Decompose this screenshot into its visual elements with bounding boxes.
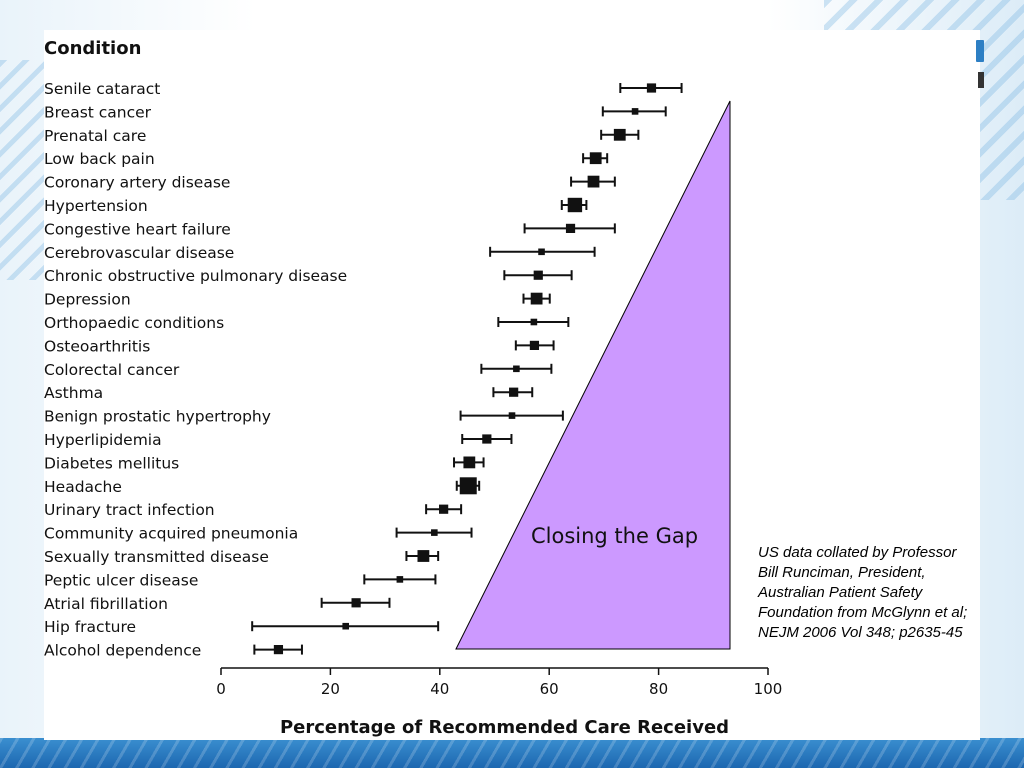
x-tick-label: 80 [649, 680, 668, 698]
estimate-marker [417, 550, 430, 562]
partial-logo-mark [976, 40, 984, 62]
estimate-marker [439, 504, 449, 514]
x-tick-label: 40 [430, 680, 449, 698]
estimate-marker [529, 340, 540, 350]
condition-label: Colorectal cancer [44, 361, 180, 379]
condition-label: Atrial fibrillation [44, 595, 168, 613]
condition-label: Low back pain [44, 150, 155, 168]
condition-label: Osteoarthritis [44, 337, 150, 355]
estimate-marker [273, 645, 284, 655]
estimate-marker [565, 223, 576, 233]
x-axis-ticks: 0 20 40 60 80 100 [216, 668, 782, 698]
estimate-marker [530, 318, 538, 326]
condition-label: Breast cancer [44, 103, 152, 121]
bottom-decorative-band [0, 738, 1024, 768]
bottom-band-pattern [0, 738, 1024, 768]
estimate-marker [567, 197, 583, 213]
condition-label: Community acquired pneumonia [44, 525, 298, 543]
estimate-marker [530, 292, 543, 305]
estimate-marker [613, 128, 626, 141]
estimate-marker [538, 248, 545, 256]
condition-label: Cerebrovascular disease [44, 244, 234, 262]
x-tick-label: 20 [321, 680, 340, 698]
condition-label: Hypertension [44, 197, 148, 215]
y-axis-title: Condition [44, 38, 141, 59]
closing-the-gap-label: Closing the Gap [531, 524, 698, 548]
estimate-marker [396, 576, 404, 583]
condition-label: Hyperlipidemia [44, 431, 162, 449]
estimate-marker [631, 108, 639, 115]
estimate-marker [459, 477, 477, 495]
estimate-marker [351, 598, 361, 608]
condition-label: Sexually transmitted disease [44, 548, 269, 566]
condition-label: Hip fracture [44, 618, 136, 636]
estimate-marker [482, 434, 492, 444]
closing-the-gap-triangle [455, 100, 731, 650]
x-tick-label: 60 [540, 680, 559, 698]
source-note-line: Foundation from McGlynn et al; [758, 604, 968, 621]
condition-label: Coronary artery disease [44, 174, 230, 192]
estimate-marker [513, 365, 520, 373]
condition-label: Depression [44, 291, 131, 309]
partial-logo-letter [978, 72, 984, 88]
source-note-line: NEJM 2006 Vol 348; p2635-45 [758, 624, 963, 641]
estimate-marker [431, 529, 438, 536]
x-axis-title: Percentage of Recommended Care Received [280, 717, 729, 738]
condition-label: Diabetes mellitus [44, 454, 179, 472]
condition-rows: Senile cataract Breast cancer Prenatal car… [44, 80, 683, 660]
condition-label: Peptic ulcer disease [44, 571, 198, 589]
condition-label: Headache [44, 478, 122, 496]
condition-label: Asthma [44, 384, 103, 402]
estimate-marker [533, 270, 543, 280]
source-note-line: Australian Patient Safety [758, 584, 923, 601]
x-tick-label: 0 [216, 680, 226, 698]
condition-label: Prenatal care [44, 127, 146, 145]
estimate-marker [587, 175, 600, 188]
source-note: US data collated by Professor Bill Runci… [758, 543, 1018, 643]
estimate-marker [342, 622, 350, 630]
condition-label: Senile cataract [44, 80, 160, 98]
condition-label: Orthopaedic conditions [44, 314, 224, 332]
condition-label: Congestive heart failure [44, 220, 231, 238]
source-note-line: US data collated by Professor [758, 544, 957, 561]
estimate-marker [646, 83, 657, 93]
condition-label: Urinary tract infection [44, 501, 215, 519]
estimate-marker [589, 152, 602, 165]
estimate-marker [509, 387, 519, 397]
source-note-line: Bill Runciman, President, [758, 564, 926, 581]
estimate-marker [508, 412, 516, 419]
condition-label: Chronic obstructive pulmonary disease [44, 267, 347, 285]
condition-label: Benign prostatic hypertrophy [44, 408, 271, 426]
condition-label: Alcohol dependence [44, 642, 201, 660]
x-tick-label: 100 [754, 680, 783, 698]
estimate-marker [463, 456, 476, 469]
